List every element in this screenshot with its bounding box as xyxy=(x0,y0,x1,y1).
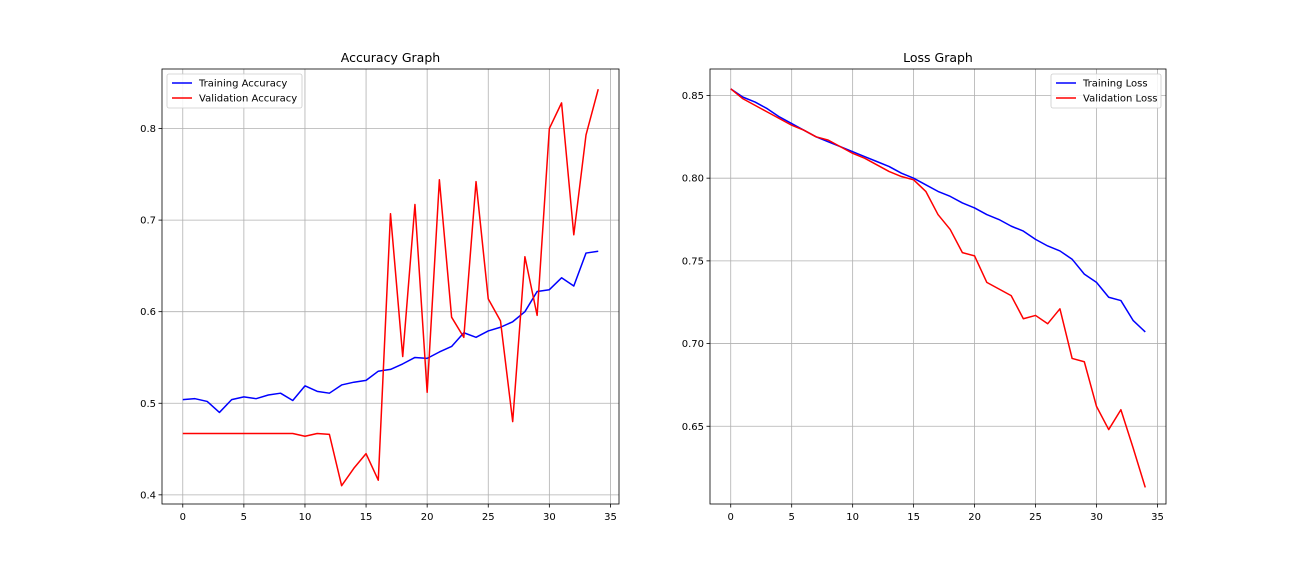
y-tick-label: 0.7 xyxy=(140,216,156,227)
chart-title: Accuracy Graph xyxy=(341,50,440,65)
x-tick-label: 5 xyxy=(789,512,795,523)
y-tick-label: 0.6 xyxy=(140,307,156,318)
validation-loss-line xyxy=(730,88,1146,488)
training-accuracy-legend-label: Training Accuracy xyxy=(198,79,287,90)
validation-accuracy-legend-label: Validation Accuracy xyxy=(199,94,297,105)
x-tick-label: 30 xyxy=(543,512,556,523)
series-lines xyxy=(730,88,1146,488)
legend-box xyxy=(166,73,303,109)
x-tick-label: 10 xyxy=(846,512,859,523)
x-tick-label: 0 xyxy=(180,512,186,523)
x-tick-label: 25 xyxy=(1029,512,1042,523)
x-axis-ticks: 0 5 10 15 20 25 30 35 xyxy=(180,504,617,523)
training-loss-legend-label: Training Loss xyxy=(1082,79,1148,90)
x-tick-label: 30 xyxy=(1090,512,1103,523)
y-tick-label: 0.8 xyxy=(140,124,156,135)
chart-title: Loss Graph xyxy=(903,50,973,65)
training-accuracy-line xyxy=(182,250,599,414)
axes-frame xyxy=(161,68,620,505)
grid-lines xyxy=(162,69,619,504)
y-tick-label: 0.65 xyxy=(682,422,704,433)
validation-accuracy-line xyxy=(182,88,599,487)
validation-loss-legend-label: Validation Loss xyxy=(1083,94,1158,105)
y-tick-label: 0.75 xyxy=(682,256,704,267)
y-tick-label: 0.5 xyxy=(140,399,156,410)
y-tick-label: 0.85 xyxy=(682,91,704,102)
series-lines xyxy=(182,88,599,487)
y-tick-label: 0.80 xyxy=(682,174,704,185)
y-axis-ticks: 0.4 0.5 0.6 0.7 0.8 xyxy=(140,124,162,501)
loss-chart: Loss Graph 0 5 10 15 20 25 30 35 0.650.700.750.… xyxy=(682,50,1167,523)
x-tick-label: 25 xyxy=(482,512,495,523)
legend-box xyxy=(1050,73,1162,109)
y-tick-label: 0.4 xyxy=(140,490,156,501)
legend: Training Accuracy Validation Accuracy xyxy=(166,73,303,109)
legend: Training Loss Validation Loss xyxy=(1050,73,1162,109)
x-tick-label: 5 xyxy=(241,512,247,523)
x-tick-label: 15 xyxy=(360,512,373,523)
grid-lines xyxy=(710,69,1166,504)
x-tick-label: 20 xyxy=(421,512,434,523)
x-tick-label: 0 xyxy=(728,512,734,523)
x-axis-ticks: 0 5 10 15 20 25 30 35 xyxy=(728,504,1164,523)
x-tick-label: 35 xyxy=(604,512,617,523)
axes-frame xyxy=(709,68,1167,505)
accuracy-chart: Accuracy Graph 0 5 10 15 20 25 30 35 0.40.50.60… xyxy=(140,50,620,523)
x-tick-label: 20 xyxy=(968,512,981,523)
x-tick-label: 35 xyxy=(1151,512,1164,523)
y-tick-label: 0.70 xyxy=(682,339,704,350)
x-tick-label: 15 xyxy=(907,512,920,523)
x-tick-label: 10 xyxy=(299,512,312,523)
y-axis-ticks: 0.65 0.70 0.75 0.80 0.85 xyxy=(682,91,710,433)
